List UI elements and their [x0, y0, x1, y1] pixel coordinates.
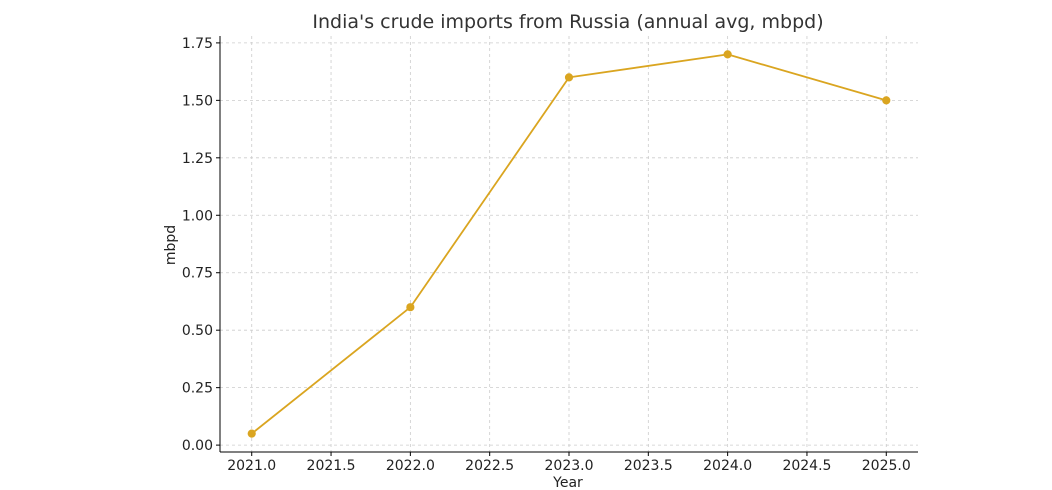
x-tick-label: 2023.5	[624, 458, 673, 474]
y-tick-label: 1.25	[182, 151, 213, 167]
x-tick-label: 2025.0	[862, 458, 911, 474]
y-tick-label: 0.25	[182, 381, 213, 397]
y-tick-label: 0.00	[182, 438, 213, 454]
x-axis-label: Year	[552, 475, 583, 490]
x-tick-label: 2021.5	[307, 458, 356, 474]
y-axis-label: mbpd	[163, 225, 179, 265]
data-point	[406, 303, 415, 312]
ticks-layer: 2021.0 2021.5 2022.0 2022.5 2023.0 2023.5 2024…	[182, 36, 911, 474]
series-layer	[247, 50, 891, 438]
x-tick-label: 2024.5	[782, 458, 831, 474]
data-point	[564, 73, 574, 82]
y-tick-label: 0.75	[182, 266, 213, 282]
data-point	[723, 50, 732, 59]
x-tick-label: 2022.5	[465, 458, 514, 474]
chart-title: India's crude imports from Russia (annua…	[312, 11, 823, 33]
y-tick-label: 0.50	[182, 323, 213, 339]
x-tick-label: 2021.0	[227, 458, 276, 474]
grid-layer	[220, 36, 918, 452]
data-point	[882, 96, 891, 105]
x-tick-label: 2022.0	[386, 458, 435, 474]
y-tick-label: 1.00	[182, 208, 213, 224]
series-line-0	[251, 53, 887, 435]
data-point	[247, 429, 256, 438]
y-tick-label: 1.75	[182, 36, 213, 52]
x-tick-label: 2023.0	[545, 458, 594, 474]
y-tick-label: 1.50	[182, 93, 213, 109]
x-tick-label: 2024.0	[703, 458, 752, 474]
